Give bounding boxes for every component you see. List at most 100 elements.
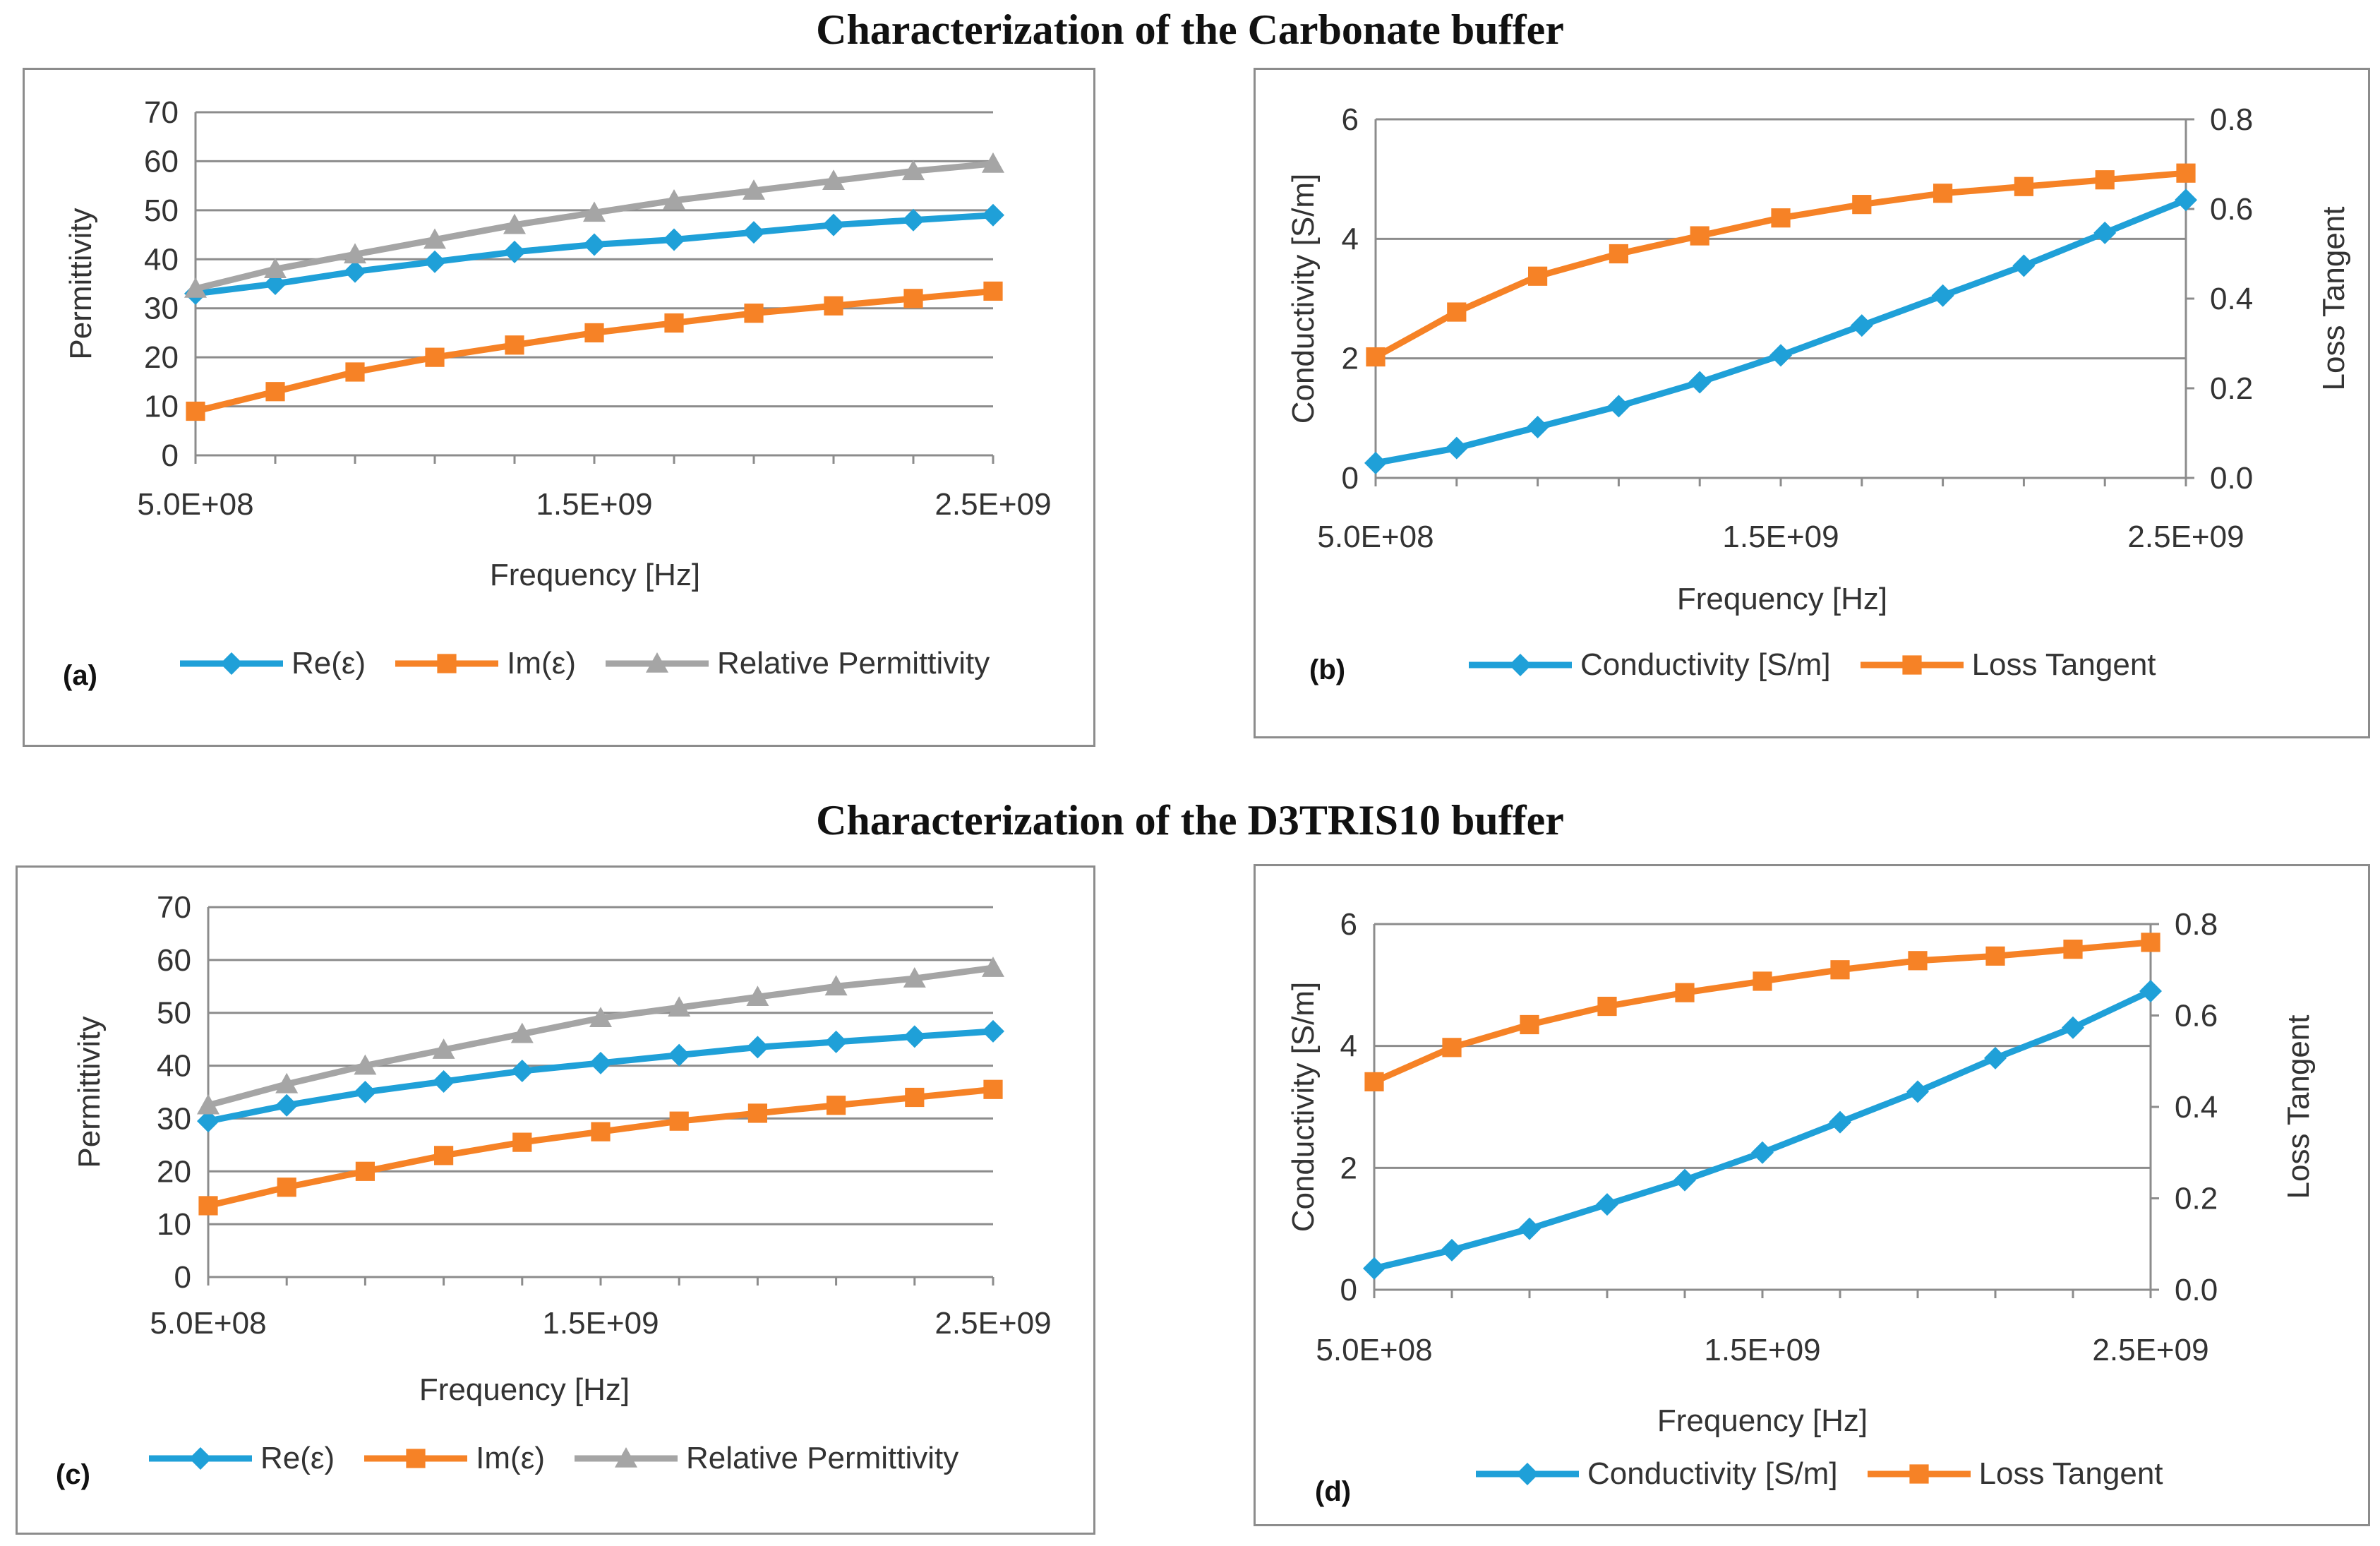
legend-item: Re(ε) (148, 1441, 335, 1476)
data-point (432, 1038, 455, 1059)
data-point (1445, 436, 1468, 460)
x-axis-title: Frequency [Hz] (1677, 582, 1887, 616)
chart-a-plot: 0 10 20 30 40 50 60 70 5.0E+08 1.5E+09 2.5E+09 Freq… (64, 95, 1052, 592)
series-im- (198, 1079, 1003, 1216)
legend-swatch (1867, 1464, 1971, 1484)
y-tick-label: 0 (162, 438, 179, 473)
y2-tick-label: 0.4 (2175, 1090, 2218, 1125)
data-point (983, 1079, 1003, 1099)
data-point (822, 169, 845, 190)
legend-c: Re(ε) Im(ε) Relative Permittivity (148, 1441, 958, 1476)
data-point (1442, 1038, 1462, 1057)
data-point (1829, 1110, 1851, 1134)
data-point (277, 1178, 296, 1197)
y-tick-label: 6 (1342, 102, 1359, 137)
data-point (197, 1110, 220, 1133)
legend-swatch-marker (1516, 1463, 1539, 1485)
y-tick-label: 60 (157, 943, 191, 978)
data-point (1850, 314, 1873, 337)
x-tick-label: 5.0E+08 (1317, 520, 1434, 554)
legend-swatch (1860, 655, 1964, 675)
chart-c-plot: 0 10 20 30 40 50 60 70 5.0E+08 1.5E+09 2.5E+09 Freq… (72, 890, 1052, 1407)
data-point (1769, 344, 1792, 367)
y2-tick-label: 0.8 (2175, 907, 2218, 942)
data-point (264, 258, 287, 278)
legend-swatch-marker (437, 654, 457, 673)
data-point (275, 1093, 299, 1117)
legend-swatch-marker (189, 1447, 212, 1470)
series-conductivity-s-m- (1364, 188, 2197, 474)
data-point (425, 347, 445, 367)
series-loss-tangent (1364, 933, 2160, 1091)
data-point (2063, 940, 2083, 959)
legend-swatch (605, 652, 709, 673)
data-point (510, 1060, 534, 1083)
data-point (1753, 971, 1772, 991)
data-point (903, 1025, 926, 1048)
y2-tick-label: 0.4 (2210, 282, 2253, 316)
data-point (1528, 266, 1548, 286)
legend-label: Loss Tangent (1978, 1456, 2163, 1491)
x-tick-label: 5.0E+08 (150, 1306, 266, 1341)
data-point (1363, 1257, 1386, 1280)
data-point (668, 1043, 691, 1067)
data-point (1751, 1141, 1774, 1164)
data-point (1518, 1217, 1541, 1240)
chart-panel-d: 0 2 4 6 0.0 0.2 0.4 0.6 0.8 5.0E+08 1.5E+09 2.5E+09… (1254, 864, 2370, 1526)
chart-b-plot: 0 2 4 6 0.0 0.2 0.4 0.6 0.8 5.0E+08 1.5E+09 2.5E+09… (1286, 102, 2351, 616)
series-line (1373, 988, 2152, 1272)
data-point (512, 1132, 532, 1152)
legend-swatch (1476, 1463, 1579, 1485)
x-tick-label: 1.5E+09 (1704, 1333, 1820, 1367)
data-point (344, 260, 366, 283)
data-point (1985, 946, 2005, 966)
data-point (1447, 302, 1467, 322)
data-point (2095, 170, 2115, 190)
data-point (583, 233, 606, 256)
legend-swatch (574, 1447, 678, 1468)
data-point (982, 152, 1004, 173)
data-point (1688, 371, 1712, 394)
data-point (2062, 1016, 2084, 1039)
y-tick-label: 0 (174, 1260, 191, 1295)
data-point (1441, 1238, 1463, 1262)
data-point (1906, 1080, 1929, 1103)
data-point (2176, 163, 2196, 183)
x-axis-title: Frequency [Hz] (419, 1372, 630, 1407)
series-relative-permittivity (197, 957, 1004, 1115)
x-axis-title: Frequency [Hz] (490, 558, 700, 592)
data-point (197, 1093, 220, 1115)
data-point (1366, 347, 1386, 367)
legend-a: Re(ε) Im(ε) Relative Permittivity (179, 646, 990, 681)
y-tick-label: 2 (1340, 1151, 1357, 1185)
data-point (824, 296, 843, 316)
data-point (982, 957, 1004, 977)
legend-item: Relative Permittivity (604, 646, 990, 681)
x-tick-label: 1.5E+09 (1722, 520, 1839, 554)
data-point (982, 203, 1004, 227)
y-tick-label: 2 (1342, 342, 1359, 376)
data-point (902, 160, 925, 181)
y-tick-label: 10 (144, 390, 179, 424)
data-point (1597, 996, 1617, 1017)
y-tick-label: 50 (157, 996, 191, 1031)
y-axis-title: Conductivity [S/m] (1286, 982, 1321, 1233)
series-line (1374, 169, 2187, 360)
legend-item: Relative Permittivity (573, 1441, 958, 1476)
legend-label: Im(ε) (476, 1441, 545, 1475)
data-point (505, 335, 524, 355)
y2-tick-label: 0.2 (2210, 371, 2253, 406)
legend-swatch-marker (1509, 654, 1532, 676)
y-tick-label: 10 (157, 1207, 191, 1242)
data-point (1690, 226, 1709, 246)
data-point (423, 250, 446, 273)
legend-label: Re(ε) (260, 1441, 335, 1475)
legend-swatch-marker (220, 652, 243, 675)
data-point (344, 243, 366, 264)
y-tick-label: 4 (1342, 222, 1359, 256)
legend-swatch (395, 654, 499, 673)
data-point (1830, 960, 1850, 980)
data-point (2093, 221, 2117, 244)
legend-swatch (180, 652, 283, 675)
data-point (432, 1070, 455, 1093)
